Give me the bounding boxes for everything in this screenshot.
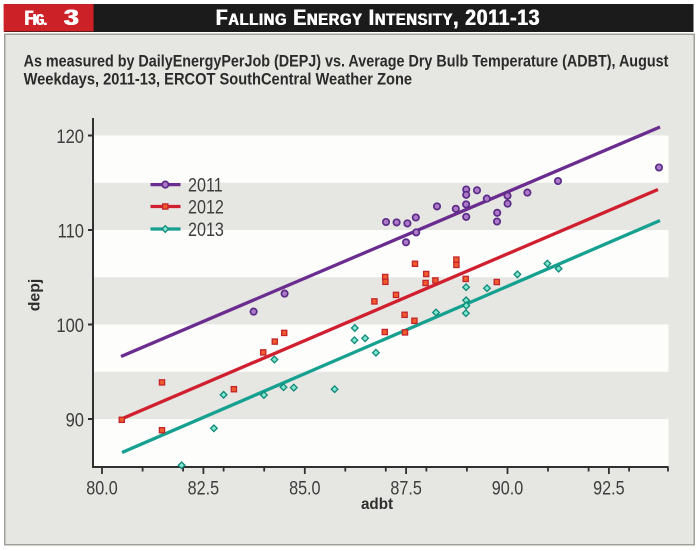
svg-text:3: 3	[64, 6, 79, 30]
svg-text:82.5: 82.5	[188, 477, 220, 499]
svg-text:FIG.: FIG.	[25, 6, 47, 30]
svg-text:110: 110	[58, 221, 84, 242]
svg-text:120: 120	[56, 126, 84, 147]
svg-text:adbt: adbt	[361, 496, 393, 513]
svg-text:As measured by DailyEnergyPerJ: As measured by DailyEnergyPerJob (DEPJ) …	[24, 52, 669, 70]
svg-text:90.0: 90.0	[492, 477, 524, 499]
svg-text:92.5: 92.5	[593, 477, 625, 499]
svg-text:depj: depj	[27, 279, 44, 312]
svg-text:FIG.: FIG.	[24, 6, 46, 30]
svg-text:3: 3	[63, 6, 78, 30]
svg-text:FIG.: FIG.	[26, 6, 48, 30]
svg-text:2012: 2012	[188, 196, 224, 218]
svg-text:2013: 2013	[188, 219, 224, 241]
svg-text:100: 100	[56, 315, 84, 336]
svg-text:90: 90	[66, 410, 84, 431]
svg-text:3: 3	[65, 6, 80, 30]
svg-text:85.0: 85.0	[289, 477, 321, 499]
svg-text:87.5: 87.5	[390, 477, 422, 499]
svg-text:Weekdays, 2011-13, ERCOT South: Weekdays, 2011-13, ERCOT SouthCentral We…	[24, 70, 413, 88]
svg-text:80.0: 80.0	[86, 477, 118, 499]
svg-text:2011: 2011	[188, 174, 223, 196]
